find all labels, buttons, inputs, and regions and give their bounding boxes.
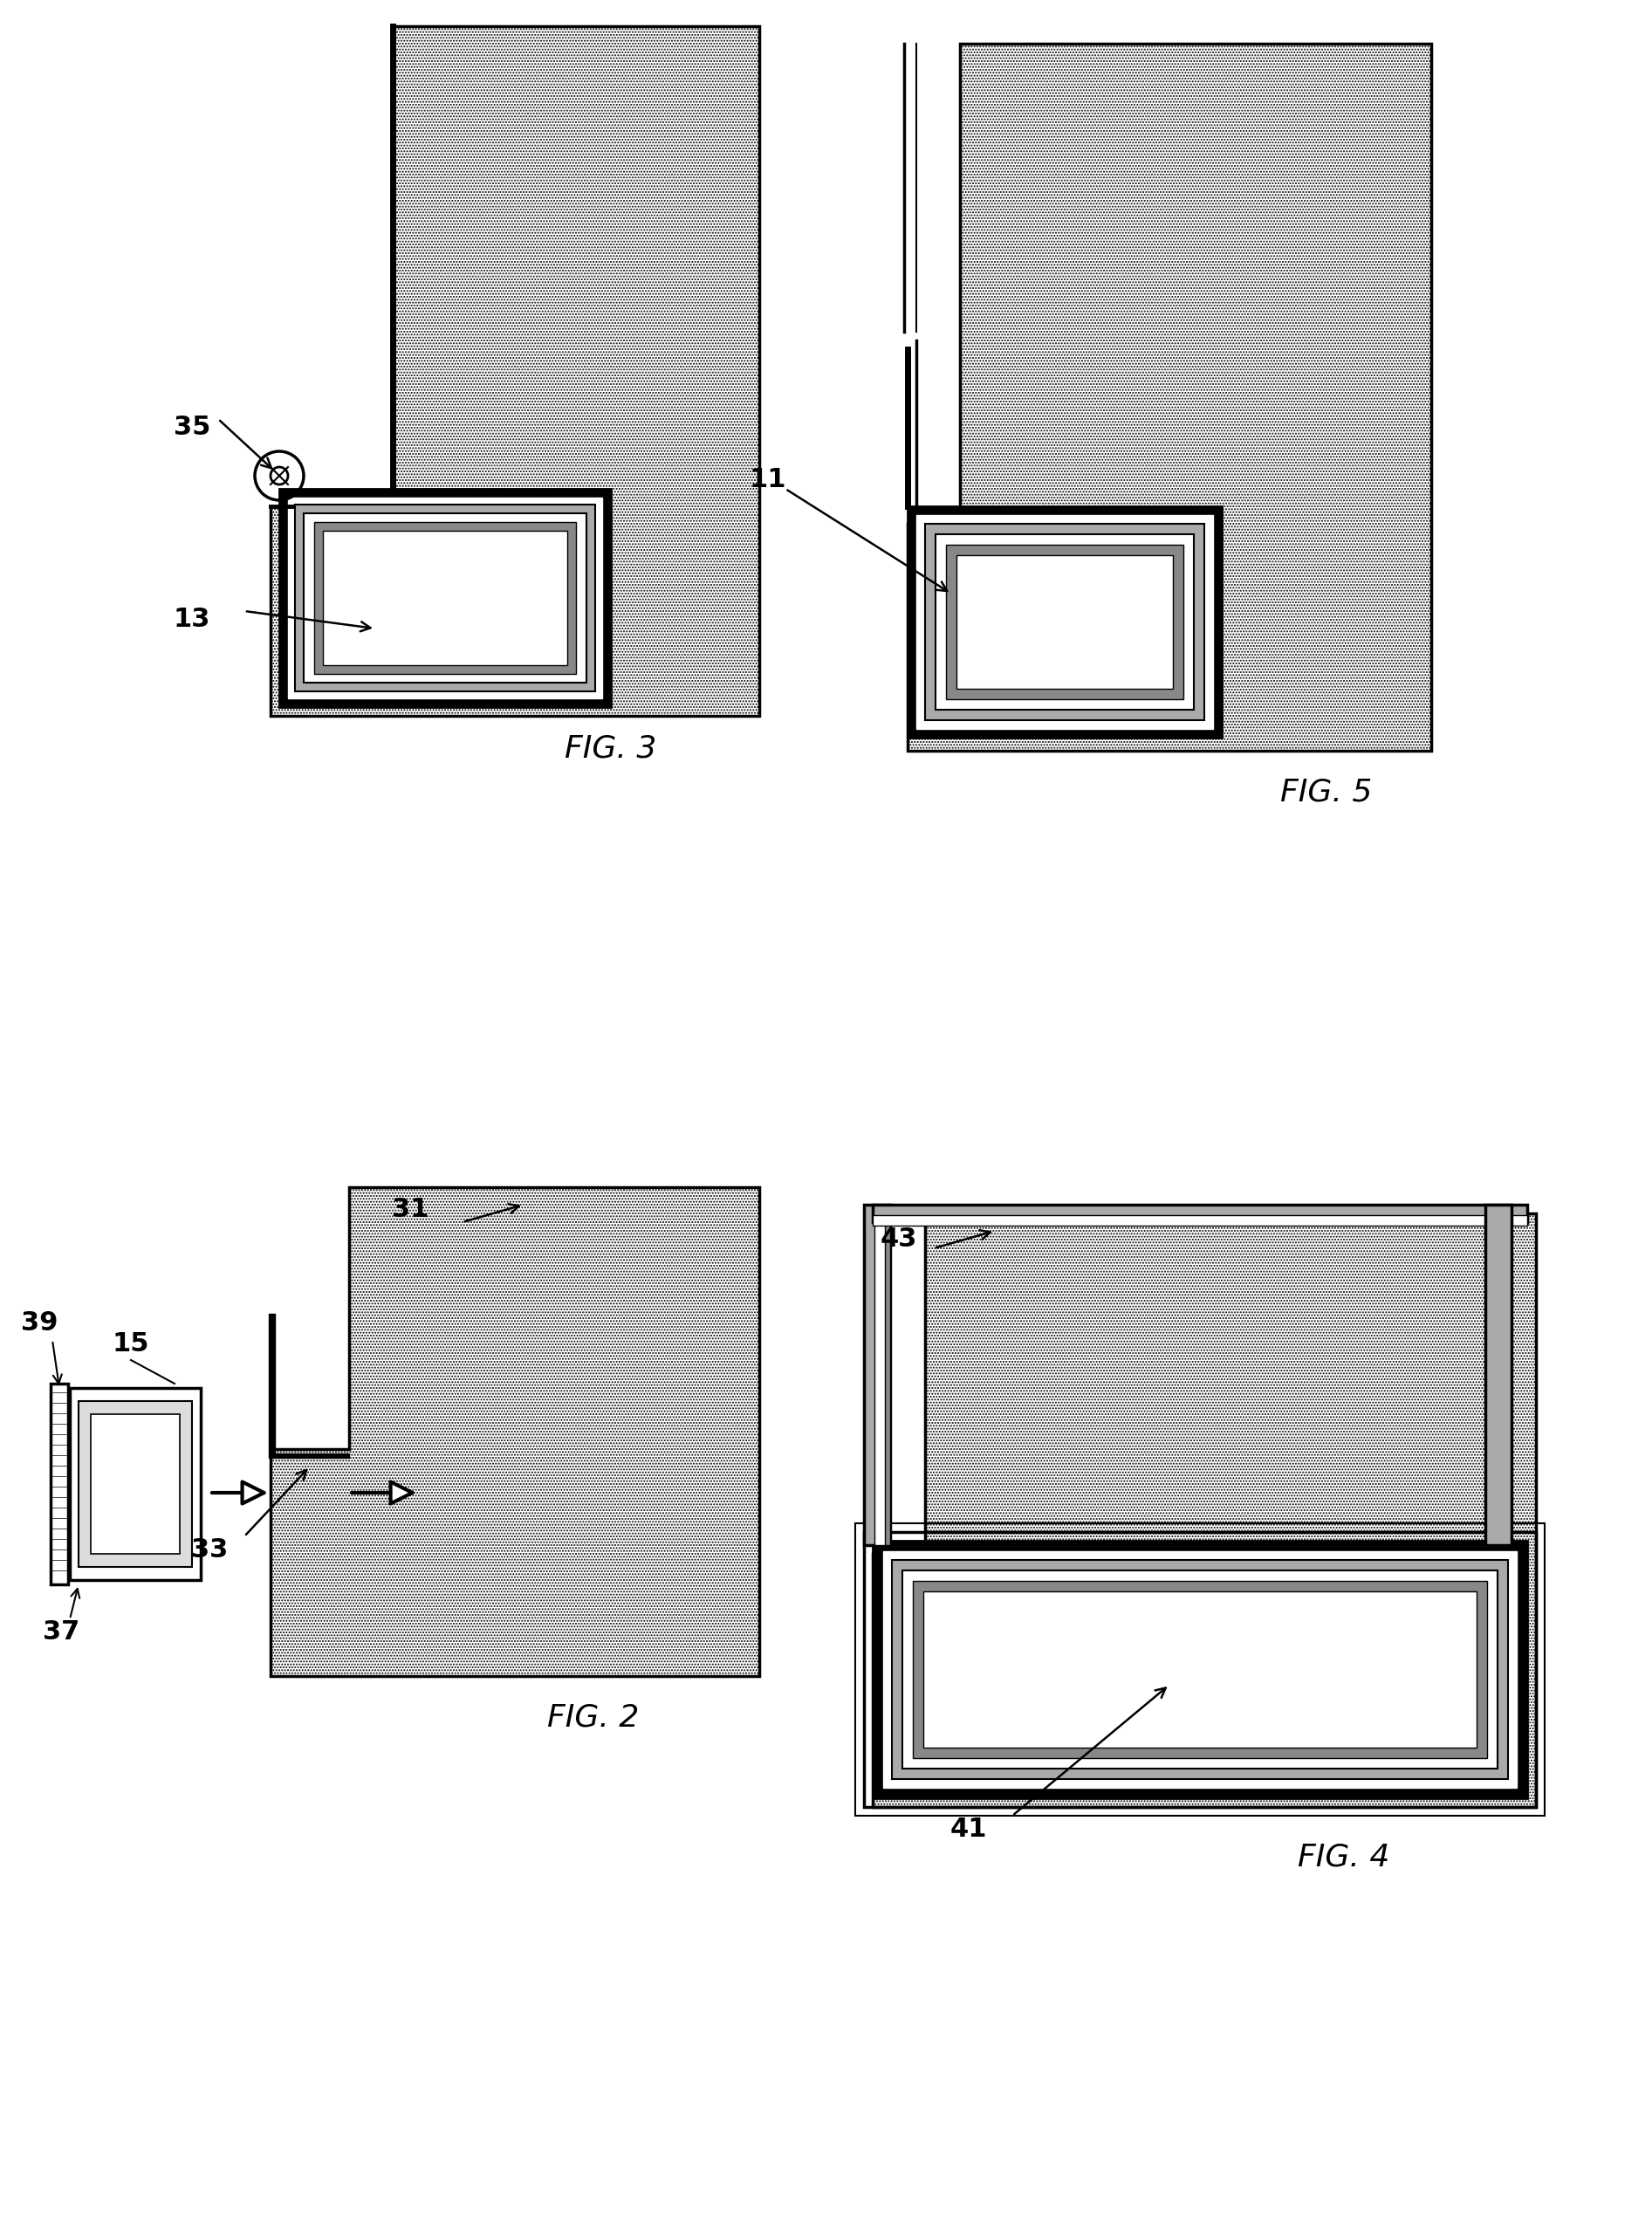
Bar <box>884 1552 1517 1787</box>
Text: FIG. 5: FIG. 5 <box>1280 777 1373 806</box>
Polygon shape <box>271 27 760 717</box>
Bar <box>79 1400 192 1567</box>
Bar <box>872 1204 1526 1222</box>
Bar <box>925 523 1204 721</box>
Text: FIG. 4: FIG. 4 <box>1298 1841 1389 1872</box>
Bar <box>322 530 567 666</box>
Polygon shape <box>907 45 1431 750</box>
Polygon shape <box>271 1186 760 1676</box>
Bar <box>935 534 1194 710</box>
Bar <box>91 1414 180 1554</box>
Text: FIG. 3: FIG. 3 <box>565 732 657 764</box>
Bar <box>872 1540 1526 1799</box>
Bar <box>957 554 1173 688</box>
Bar <box>892 1560 1508 1779</box>
Bar <box>864 1204 890 1545</box>
Bar <box>914 1580 1487 1759</box>
Text: 37: 37 <box>43 1621 79 1645</box>
Text: 13: 13 <box>173 608 210 632</box>
Text: 33: 33 <box>192 1536 228 1563</box>
Bar <box>287 499 603 699</box>
Text: 39: 39 <box>21 1309 58 1336</box>
Text: 41: 41 <box>950 1816 988 1841</box>
Bar <box>69 1389 202 1580</box>
Text: 31: 31 <box>392 1195 428 1222</box>
Bar <box>314 523 577 674</box>
Bar <box>947 545 1183 699</box>
Text: FIG. 2: FIG. 2 <box>547 1703 639 1732</box>
Bar <box>1485 1204 1512 1545</box>
Bar <box>51 1385 68 1585</box>
Polygon shape <box>872 1213 1536 1808</box>
Bar <box>874 1204 890 1545</box>
Bar <box>304 514 586 683</box>
Bar <box>907 505 1222 737</box>
Bar <box>923 1592 1477 1747</box>
Bar <box>902 1569 1497 1770</box>
Bar <box>917 514 1213 728</box>
Bar <box>872 1215 1526 1227</box>
Text: 35: 35 <box>173 414 210 441</box>
Polygon shape <box>269 1313 349 1458</box>
Text: 43: 43 <box>881 1227 917 1253</box>
Bar <box>864 1531 1536 1808</box>
Text: 11: 11 <box>750 467 786 492</box>
Bar <box>296 505 595 692</box>
Bar <box>885 1204 890 1545</box>
Bar <box>279 490 611 708</box>
Text: 15: 15 <box>112 1331 149 1358</box>
Bar <box>856 1523 1545 1816</box>
